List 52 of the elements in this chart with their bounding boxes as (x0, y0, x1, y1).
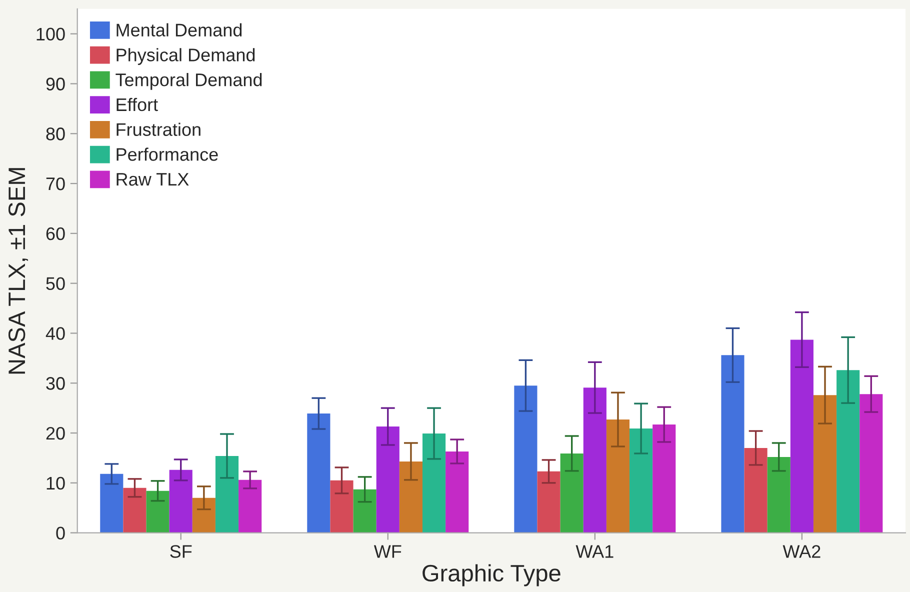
bar (376, 426, 400, 533)
bar (514, 386, 538, 533)
x-axis-title: Graphic Type (422, 564, 560, 586)
y-tick-label: 50 (46, 277, 65, 290)
y-tick-label: 100 (36, 28, 65, 41)
bar (790, 340, 814, 533)
bar (446, 451, 469, 533)
y-tick-label: 10 (46, 476, 65, 490)
legend-label: Temporal Demand (116, 72, 262, 90)
y-tick-label: 70 (46, 177, 65, 190)
bar (215, 456, 239, 533)
y-tick-label: 0 (56, 526, 65, 540)
bar (767, 456, 790, 533)
y-tick-label: 60 (46, 227, 65, 240)
bar (630, 428, 653, 533)
bar (836, 370, 860, 533)
y-tick-label: 80 (46, 128, 65, 140)
legend-label: Raw TLX (116, 173, 189, 186)
y-axis-title: NASA TLX, ±1 SEM (8, 168, 28, 374)
bar (169, 470, 192, 533)
x-tick-label: WA1 (576, 545, 614, 558)
bar (123, 488, 146, 533)
bar (652, 424, 676, 533)
bar (146, 490, 170, 533)
bar (353, 489, 376, 533)
bar (399, 461, 422, 533)
y-tick-label: 90 (46, 78, 65, 90)
bar (813, 395, 837, 533)
bar (422, 434, 446, 533)
bar (238, 480, 262, 533)
bar (860, 394, 883, 533)
legend-label: Performance (116, 148, 218, 161)
y-tick-label: 30 (46, 377, 65, 390)
bar (721, 355, 744, 533)
legend-label: Effort (116, 98, 158, 112)
y-tick-label: 40 (46, 327, 65, 340)
bar (744, 448, 768, 533)
x-tick-label: SF (170, 545, 192, 558)
bar (560, 453, 584, 533)
y-tick-label: 20 (46, 426, 65, 440)
legend-label: Physical Demand (116, 48, 255, 65)
legend-label: Mental Demand (116, 23, 242, 36)
bar (192, 498, 216, 533)
bar (606, 420, 630, 533)
bar (330, 480, 354, 533)
bar (537, 471, 560, 533)
x-tick-label: WA2 (782, 545, 820, 558)
bar (583, 388, 606, 533)
bar (100, 474, 124, 533)
bar (307, 414, 330, 533)
x-tick-label: WF (374, 545, 402, 558)
legend-label: Frustration (116, 122, 200, 136)
